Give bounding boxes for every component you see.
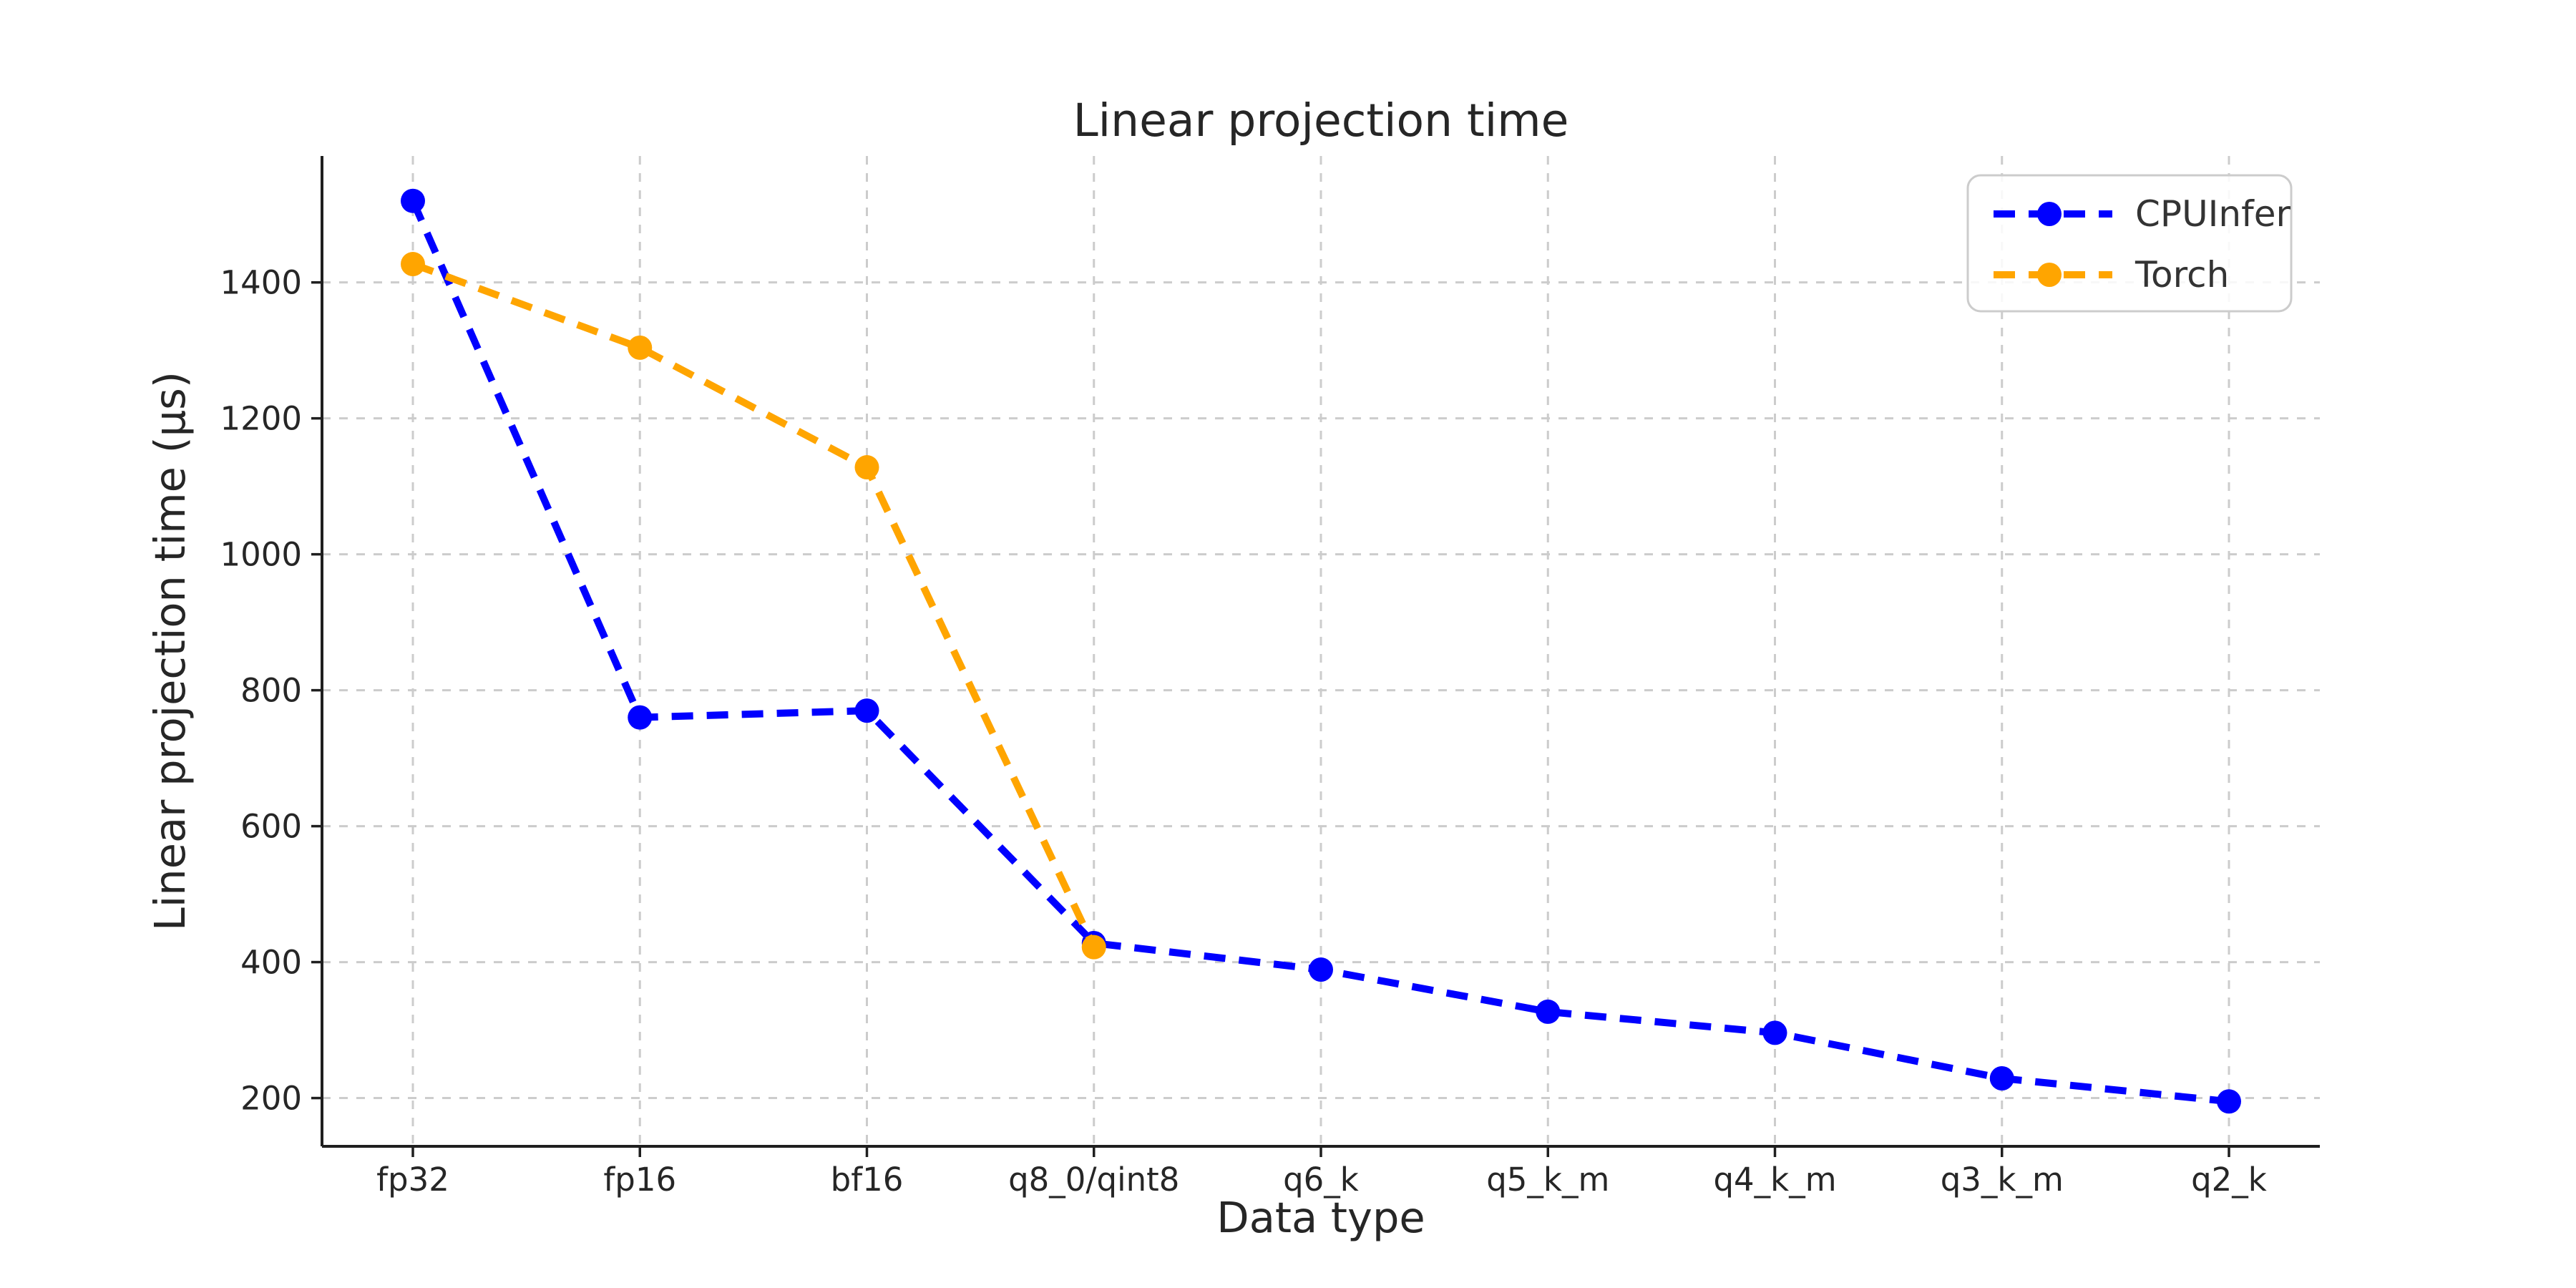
x-tick-label: fp16 bbox=[603, 1161, 676, 1199]
chart-title: Linear projection time bbox=[1073, 94, 1569, 147]
data-point-torch bbox=[1081, 935, 1106, 960]
data-point-cpuinfer bbox=[1989, 1066, 2014, 1091]
data-point-torch bbox=[854, 455, 879, 480]
y-tick-label: 1200 bbox=[220, 400, 302, 438]
y-axis-label: Linear projection time (µs) bbox=[145, 371, 195, 931]
data-series bbox=[401, 188, 2241, 1114]
y-axis-tick-labels: 200 400 600 800 1000 1200 1400 bbox=[220, 264, 302, 1118]
data-point-cpuinfer bbox=[854, 698, 879, 723]
x-axis-tick-labels: fp32 fp16 bf16 q8_0/qint8 q6_k q5_k_m q4_k_m q3… bbox=[376, 1161, 2267, 1199]
data-point-cpuinfer bbox=[1536, 999, 1561, 1024]
data-point-cpuinfer bbox=[1309, 957, 1333, 982]
data-point-cpuinfer bbox=[2217, 1089, 2241, 1114]
series-line-torch bbox=[411, 260, 1098, 949]
y-tick-label: 1400 bbox=[220, 264, 302, 302]
legend-marker-circle bbox=[2037, 263, 2062, 287]
data-point-torch bbox=[401, 252, 425, 277]
data-point-cpuinfer bbox=[628, 705, 653, 730]
legend-entry-torch: Torch bbox=[1994, 254, 2229, 296]
x-tick-label: q2_k bbox=[2191, 1161, 2267, 1199]
y-tick-label: 800 bbox=[240, 672, 302, 710]
x-tick-label: q6_k bbox=[1283, 1161, 1359, 1199]
x-axis-ticks bbox=[411, 1146, 2230, 1157]
y-tick-label: 400 bbox=[240, 944, 302, 982]
legend: CPUInfer Torch bbox=[1966, 174, 2293, 313]
x-tick-label: q8_0/qint8 bbox=[1008, 1161, 1179, 1199]
data-point-cpuinfer bbox=[1762, 1020, 1787, 1045]
x-tick-label: bf16 bbox=[831, 1161, 904, 1199]
y-tick-label: 200 bbox=[240, 1080, 302, 1118]
data-point-cpuinfer bbox=[401, 188, 425, 213]
x-tick-label: q4_k_m bbox=[1713, 1161, 1836, 1199]
y-tick-label: 600 bbox=[240, 808, 302, 846]
vertical-gridlines bbox=[411, 156, 2230, 1146]
legend-marker-circle bbox=[2037, 202, 2062, 226]
legend-label: Torch bbox=[2135, 254, 2229, 296]
legend-label: CPUInfer bbox=[2135, 193, 2290, 235]
x-tick-label: fp32 bbox=[376, 1161, 449, 1199]
data-point-torch bbox=[628, 335, 653, 360]
x-tick-label: q3_k_m bbox=[1941, 1161, 2064, 1199]
x-tick-label: q5_k_m bbox=[1486, 1161, 1609, 1199]
legend-entry-cpuinfer: CPUInfer bbox=[1994, 193, 2290, 235]
y-axis-ticks bbox=[311, 280, 322, 1100]
x-axis-label: Data type bbox=[1216, 1193, 1425, 1242]
y-tick-label: 1000 bbox=[220, 536, 302, 574]
